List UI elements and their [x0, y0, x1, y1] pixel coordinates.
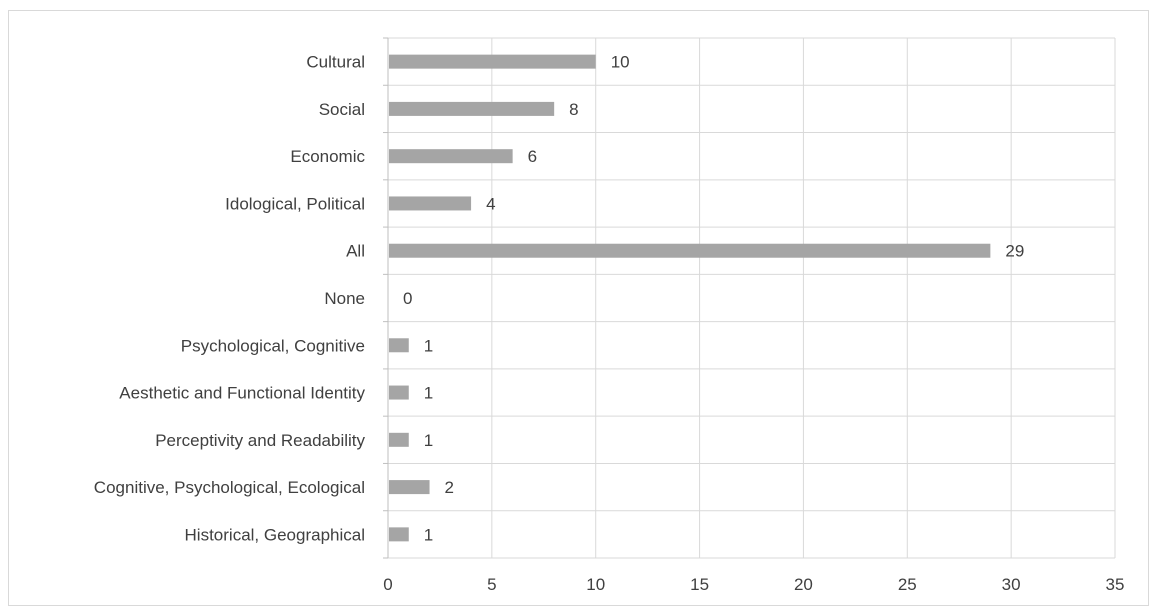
data-label: 1 [424, 431, 433, 450]
bar [389, 527, 409, 542]
data-label: 10 [611, 53, 630, 72]
bar [389, 480, 430, 495]
data-label: 1 [424, 384, 433, 403]
x-tick-label: 5 [487, 575, 496, 594]
data-label: 6 [528, 147, 537, 166]
category-label: None [324, 289, 365, 308]
category-label: Social [319, 100, 365, 119]
category-label: Idological, Political [225, 194, 365, 213]
category-label: Economic [290, 147, 365, 166]
x-tick-label: 30 [1002, 575, 1021, 594]
bar [389, 196, 472, 211]
bars [389, 54, 991, 542]
bar [389, 243, 991, 258]
bar [389, 338, 409, 353]
data-label: 4 [486, 194, 495, 213]
category-label: Psychological, Cognitive [181, 336, 365, 355]
bar [389, 149, 513, 164]
category-label: Perceptivity and Readability [155, 431, 365, 450]
category-label: Cultural [306, 53, 365, 72]
x-tick-label: 0 [383, 575, 392, 594]
category-label: Historical, Geographical [185, 525, 365, 544]
category-labels: Cultural Social Economic Idological, Politi… [94, 53, 366, 545]
data-label: 1 [424, 336, 433, 355]
bar [389, 432, 409, 447]
data-label: 29 [1005, 242, 1024, 261]
bar [389, 101, 555, 116]
category-label: Aesthetic and Functional Identity [119, 384, 365, 403]
category-label: Cognitive, Psychological, Ecological [94, 478, 365, 497]
x-tick-label: 35 [1106, 575, 1125, 594]
bar [389, 54, 596, 69]
data-labels: 10 8 6 4 29 0 1 1 1 2 1 [403, 53, 1024, 545]
x-tick-labels: 0 5 10 15 20 25 30 35 [383, 575, 1124, 594]
bar [389, 385, 409, 400]
data-label: 2 [445, 478, 454, 497]
data-label: 0 [403, 289, 412, 308]
chart-area [8, 10, 1149, 606]
x-tick-label: 20 [794, 575, 813, 594]
x-tick-label: 25 [898, 575, 917, 594]
x-tick-label: 15 [690, 575, 709, 594]
category-axis [383, 37, 389, 559]
x-tick-label: 10 [586, 575, 605, 594]
data-label: 8 [569, 100, 578, 119]
category-label: All [346, 242, 365, 261]
data-label: 1 [424, 525, 433, 544]
gridlines [388, 37, 1116, 559]
